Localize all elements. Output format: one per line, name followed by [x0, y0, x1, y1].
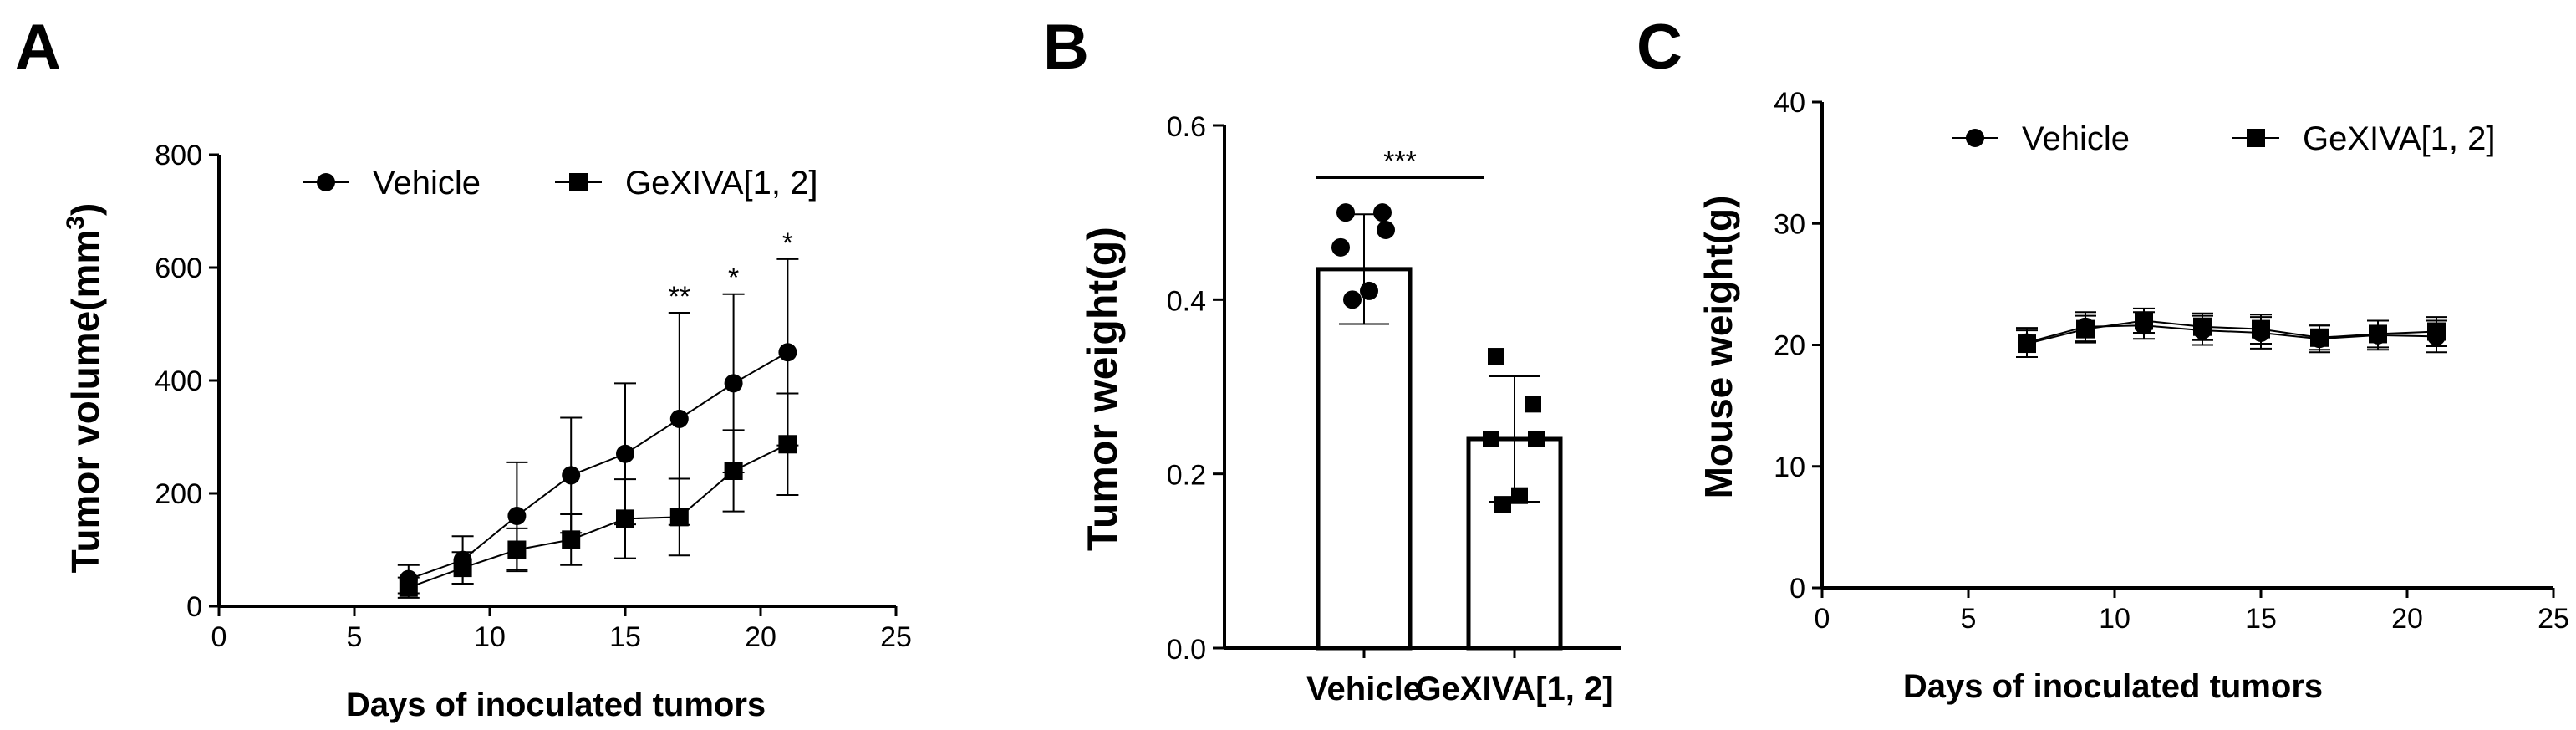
panel-letter-b: B: [1043, 12, 1089, 83]
panel-c-series-gexiva-point: [2310, 328, 2329, 347]
panel-a-ylabel: Tumor volume(mm3): [62, 203, 107, 574]
panel-b-bar-vehicle-point: [1343, 290, 1362, 309]
panel-b-bar-gexiva-point: [1494, 496, 1511, 513]
panel-a-series-gexiva-point: [562, 530, 581, 549]
panel-b-significance-label: ***: [1383, 146, 1417, 178]
panel-c-y-tick-label: 40: [1774, 87, 1805, 119]
panel-a-significance-label: *: [782, 227, 793, 259]
panel-c-y-tick-label: 20: [1774, 330, 1805, 362]
panel-c-chart: Mouse weight(g) Days of inoculated tumor…: [1697, 87, 2569, 705]
panel-a-series-vehicle-point: [562, 466, 581, 485]
panel-a-series-vehicle-point: [669, 409, 689, 428]
panel-c-y-tick-label: 0: [1789, 573, 1805, 605]
panel-c-legend-vehicle-label: Vehicle: [2022, 120, 2130, 157]
panel-a-legend-gexiva-marker: [569, 173, 588, 191]
panel-c-series-gexiva-point: [2193, 317, 2212, 336]
panel-c-series-gexiva-point: [2369, 324, 2387, 344]
panel-a-x-tick-label: 5: [347, 621, 363, 653]
panel-b-y-tick-label: 0.2: [1167, 460, 1206, 492]
panel-a-series-gexiva-point: [453, 559, 472, 578]
panel-b-bar-vehicle-point: [1336, 203, 1355, 222]
panel-c-y-tick-label: 30: [1774, 208, 1805, 240]
panel-a-y-tick-label: 200: [155, 478, 202, 510]
panel-a-series-gexiva-point: [507, 540, 527, 559]
panel-a-series-gexiva-point: [778, 435, 797, 454]
panel-b-bar-vehicle-point: [1373, 203, 1392, 222]
panel-c-legend-gexiva-label: GeXIVA[1, 2]: [2303, 120, 2496, 157]
panel-a-y-tick-label: 800: [155, 140, 202, 171]
panel-b-bar-gexiva-point: [1528, 431, 1545, 447]
panel-b-bar-vehicle-point: [1360, 281, 1378, 300]
panel-c-series-gexiva-point: [2427, 322, 2446, 341]
panel-c-ylabel: Mouse weight(g): [1697, 196, 1740, 499]
panel-b-bar-vehicle-point: [1331, 237, 1350, 257]
panel-c-y-tick-label: 10: [1774, 452, 1805, 483]
panel-c-series-vehicle-line: [2026, 324, 2437, 344]
panel-a-x-tick-label: 10: [474, 621, 506, 653]
panel-b-bar-gexiva-point: [1488, 348, 1504, 365]
panel-a-x-tick-label: 0: [211, 621, 227, 653]
panel-letter-c: C: [1637, 12, 1683, 83]
panel-a-series-gexiva-point: [669, 508, 689, 527]
panel-c-series-gexiva-point: [2135, 311, 2153, 330]
panel-a-x-tick-label: 20: [745, 621, 776, 653]
panel-c-x-tick-label: 5: [1961, 603, 1977, 635]
panel-c-series-gexiva-point: [2076, 319, 2095, 339]
panel-b-category-label: GeXIVA[1, 2]: [1415, 671, 1613, 707]
panel-c-x-tick-label: 15: [2245, 603, 2277, 635]
panel-a-y-tick-label: 400: [155, 365, 202, 397]
panel-b-chart: Tumor weight(g) 0.0 0.2 0.4 0.6 VehicleGeXIV…: [1079, 111, 1621, 707]
panel-c-series-gexiva-line: [2026, 319, 2437, 345]
panel-a-series-gexiva-point: [399, 578, 418, 597]
panel-a-series-vehicle-point: [616, 444, 634, 463]
panel-a-significance-label: **: [669, 281, 690, 313]
panel-b-bar-gexiva-point: [1525, 396, 1541, 413]
panel-c-x-tick-label: 0: [1815, 603, 1830, 635]
panel-b-bar-gexiva-point: [1483, 431, 1499, 447]
panel-a-series-vehicle-point: [778, 343, 797, 362]
panel-a-y-tick-label: 600: [155, 253, 202, 284]
panel-a-x-tick-label: 25: [880, 621, 912, 653]
panel-b-category-label: Vehicle: [1306, 671, 1422, 707]
panel-c-x-tick-label: 10: [2099, 603, 2131, 635]
panel-b-y-tick-label: 0.0: [1167, 634, 1206, 666]
panel-c-series-gexiva-point: [2252, 319, 2270, 339]
panel-a-legend-vehicle-marker: [317, 173, 335, 191]
panel-letter-a: A: [15, 12, 61, 83]
panel-c-legend-vehicle-marker: [1966, 129, 1984, 147]
panel-c-x-tick-label: 25: [2538, 603, 2569, 635]
panel-a-series-vehicle-point: [507, 507, 527, 525]
panel-a-series-gexiva-point: [616, 509, 634, 528]
panel-a-legend-vehicle-label: Vehicle: [373, 165, 481, 202]
panel-c-series-gexiva-point: [2018, 334, 2036, 354]
panel-a-series-vehicle-point: [724, 374, 743, 393]
panel-a-chart: Tumor volume(mm3) Days of inoculated tum…: [62, 140, 912, 723]
panel-c-x-tick-label: 20: [2391, 603, 2423, 635]
panel-b-y-tick-label: 0.4: [1167, 285, 1206, 317]
panel-b-bar-vehicle: [1316, 267, 1413, 651]
panel-b-y-tick-label: 0.6: [1167, 111, 1206, 143]
panel-c-xlabel: Days of inoculated tumors: [1903, 668, 2323, 705]
panel-a-significance-label: *: [728, 263, 739, 294]
panel-a-series-gexiva-point: [724, 462, 743, 480]
panel-a-legend-gexiva-label: GeXIVA[1, 2]: [625, 165, 818, 202]
panel-b-ylabel: Tumor weight(g): [1079, 227, 1126, 551]
panel-a-xlabel: Days of inoculated tumors: [346, 687, 766, 723]
panel-c-legend-gexiva-marker: [2247, 129, 2265, 147]
panel-b-bar-gexiva-point: [1511, 487, 1528, 504]
panel-a-x-tick-label: 15: [609, 621, 641, 653]
panel-b-bar-vehicle-point: [1377, 221, 1395, 239]
panel-a-y-tick-label: 0: [186, 591, 202, 623]
